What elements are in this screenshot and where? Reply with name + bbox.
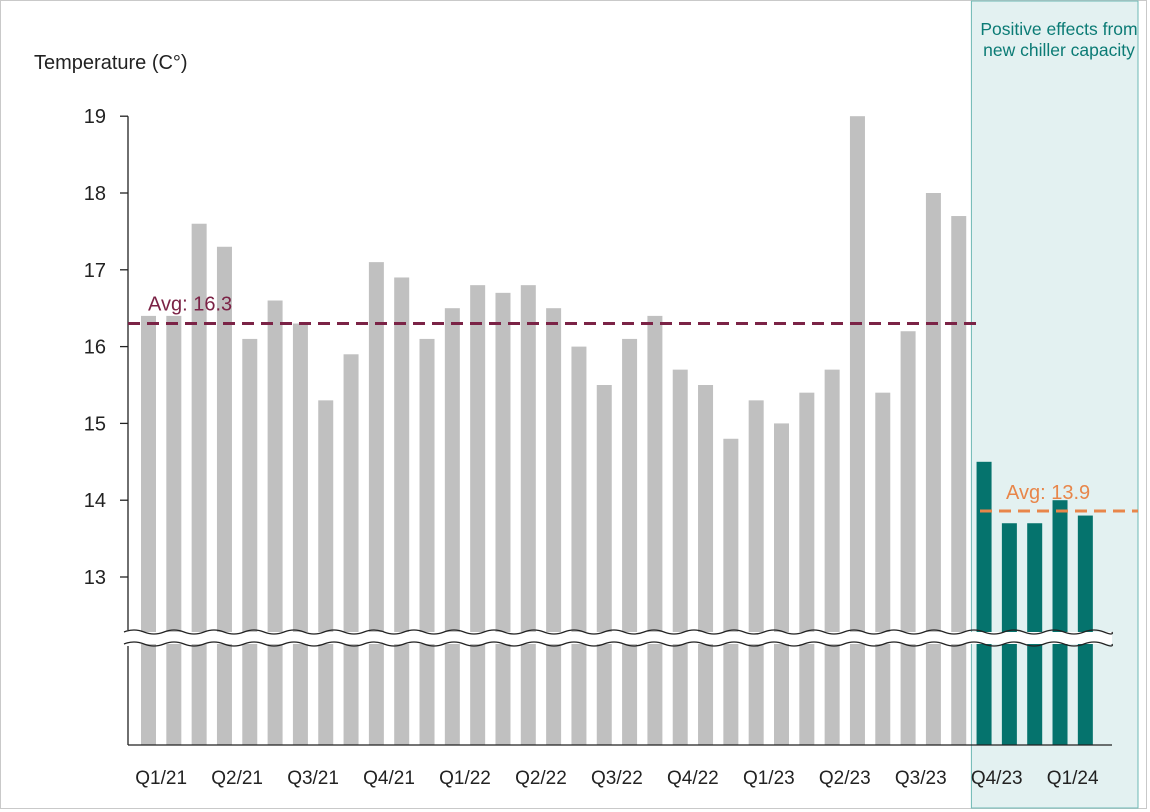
bar	[419, 338, 435, 745]
x-tick-label: Q3/22	[591, 768, 643, 789]
bar	[242, 338, 258, 745]
bar	[470, 285, 486, 745]
bar	[191, 223, 207, 746]
x-tick-label: Q1/24	[1047, 768, 1099, 789]
bar	[318, 400, 334, 745]
bar	[647, 315, 663, 745]
y-tick-label: 18	[84, 183, 106, 205]
y-tick-label: 16	[84, 337, 106, 359]
x-tick-label: Q2/22	[515, 768, 567, 789]
y-tick-label: 14	[84, 490, 106, 512]
bar	[141, 315, 156, 745]
y-tick-label: 17	[84, 260, 106, 282]
bar	[774, 423, 789, 745]
x-tick-label: Q3/23	[895, 768, 947, 789]
axis-break-gap	[124, 632, 1112, 644]
x-tick-label: Q1/22	[439, 768, 491, 789]
bar	[672, 369, 688, 745]
axis-break-line-bottom	[123, 641, 1113, 647]
bar	[1052, 500, 1068, 745]
bar	[495, 292, 511, 745]
bar	[849, 116, 865, 745]
x-tick-label: Q1/21	[135, 768, 187, 789]
bar	[976, 461, 992, 745]
bar	[571, 346, 587, 745]
bar	[343, 354, 359, 745]
x-tick-label: Q1/23	[743, 768, 795, 789]
bar	[723, 438, 739, 745]
bar	[748, 400, 764, 745]
bar	[394, 277, 410, 745]
x-tick-label: Q2/23	[819, 768, 871, 789]
bar	[520, 285, 536, 745]
x-tick-label: Q3/21	[287, 768, 339, 789]
avg-label-after: Avg: 13.9	[1006, 482, 1090, 504]
bar	[698, 385, 714, 745]
bar	[622, 338, 638, 745]
bar	[596, 385, 612, 745]
bar	[799, 392, 815, 745]
bar	[166, 315, 182, 745]
bar	[292, 323, 308, 745]
bar	[1077, 515, 1093, 745]
x-tick-label: Q4/22	[667, 768, 719, 789]
highlight-label: Positive effects from new chiller capaci…	[980, 19, 1138, 60]
bar	[925, 193, 941, 745]
y-axis-label: Temperature (C°)	[34, 52, 188, 74]
avg-label-before: Avg: 16.3	[148, 294, 232, 316]
axis-break-line-top	[123, 629, 1113, 635]
x-tick-label: Q4/23	[971, 768, 1023, 789]
bar	[368, 262, 384, 745]
bar	[444, 308, 460, 745]
bar	[900, 331, 916, 745]
bar	[216, 246, 232, 745]
y-tick-label: 15	[84, 413, 106, 435]
x-tick-label: Q2/21	[211, 768, 263, 789]
bar	[875, 392, 891, 745]
y-tick-label: 19	[84, 106, 106, 128]
bar	[824, 369, 840, 745]
bar	[951, 216, 967, 746]
bar	[546, 308, 562, 745]
x-tick-label: Q4/21	[363, 768, 415, 789]
y-tick-label: 13	[84, 567, 106, 589]
bar	[267, 300, 283, 745]
